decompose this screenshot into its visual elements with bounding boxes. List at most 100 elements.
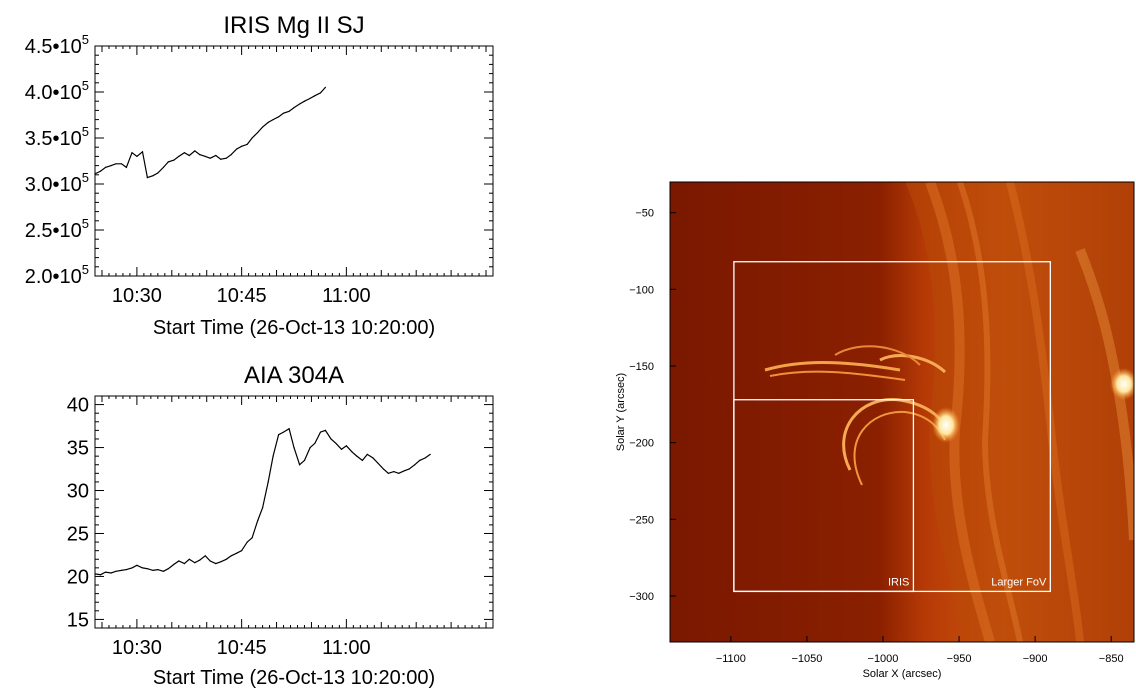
data-point — [188, 154, 190, 157]
data-point — [351, 451, 353, 453]
iris-panel: IRIS Mg II SJ 2.0•105 2.5•105 3.0•105 3.5•1… — [25, 12, 494, 339]
data-point — [167, 568, 169, 570]
data-point — [314, 442, 316, 444]
data-point — [324, 429, 326, 431]
y-tick-label: −50 — [635, 208, 654, 220]
data-point — [183, 152, 185, 154]
data-point — [272, 455, 274, 457]
solar-image — [670, 182, 1134, 642]
data-point — [225, 157, 227, 159]
data-point — [136, 564, 138, 566]
solar-image-panel: IRIS Larger FoV −50 −100 −150 −200 −250 −300 −… — [615, 181, 1135, 680]
y-axis-label: Solar Y (arcsec) — [615, 373, 627, 451]
data-point — [136, 155, 138, 157]
data-point — [220, 561, 222, 563]
x-tick-labels: 10:30 10:45 11:00 — [112, 637, 371, 659]
plot-frame — [94, 395, 494, 629]
data-point — [278, 116, 280, 118]
data-point — [236, 552, 238, 554]
data-point — [230, 555, 232, 557]
data-point — [115, 163, 117, 165]
data-point — [131, 567, 133, 569]
data-point — [356, 455, 358, 457]
data-series — [94, 427, 431, 576]
data-point — [120, 163, 123, 165]
data-point — [115, 570, 117, 572]
x-tick-label: 10:30 — [112, 285, 162, 307]
y-tick-label: −150 — [629, 361, 654, 373]
data-point — [267, 481, 269, 483]
data-point — [110, 165, 112, 167]
y-tick-label: 25 — [67, 523, 89, 545]
y-tick-label: 2.0•105 — [25, 262, 89, 288]
data-point — [141, 151, 144, 153]
data-point — [152, 175, 154, 177]
data-point — [299, 464, 301, 466]
data-point — [398, 472, 400, 474]
fov-box-label: Larger FoV — [991, 576, 1047, 588]
y-tick-labels: 2.0•105 2.5•105 3.0•105 3.5•105 4.0•105 4.5•1… — [25, 32, 89, 288]
data-point — [251, 537, 253, 539]
y-tick-label: −100 — [629, 284, 654, 296]
data-point — [262, 507, 264, 509]
data-point — [104, 166, 107, 168]
data-point — [215, 154, 217, 157]
data-point — [299, 103, 301, 105]
data-point — [278, 434, 280, 436]
data-point — [204, 555, 206, 557]
data-point — [303, 459, 306, 461]
image-frame — [669, 181, 1135, 643]
x-axis-label: Start Time (26-Oct-13 10:20:00) — [153, 317, 435, 339]
data-point — [303, 100, 306, 102]
x-tick-label: −850 — [1099, 653, 1124, 665]
fov-boxes: IRIS Larger FoV — [733, 261, 1051, 593]
data-point — [372, 457, 374, 459]
x-axis-label: Solar X (arcsec) — [863, 668, 942, 680]
x-tick-label: 11:00 — [322, 637, 371, 659]
data-point — [309, 97, 311, 99]
data-point — [414, 464, 416, 466]
data-point — [183, 563, 185, 565]
series-line — [94, 427, 431, 576]
data-point — [225, 558, 227, 560]
data-point — [314, 95, 316, 97]
data-point — [110, 572, 112, 574]
fov-box-label: IRIS — [888, 576, 909, 588]
data-point — [230, 154, 232, 156]
data-point — [215, 563, 217, 565]
data-point — [209, 560, 211, 562]
x-tick-label: 10:30 — [112, 637, 162, 659]
data-point — [104, 571, 107, 573]
axis-ticks — [670, 212, 1112, 642]
data-point — [345, 445, 347, 447]
data-point — [199, 559, 201, 561]
data-point — [246, 541, 248, 543]
data-point — [120, 569, 123, 572]
data-point — [194, 562, 196, 564]
data-point — [262, 126, 264, 128]
data-point — [209, 157, 211, 159]
axis-ticks — [94, 395, 494, 628]
data-point — [387, 472, 389, 474]
y-tick-label: 4.5•105 — [25, 32, 89, 58]
aia-panel: AIA 304A 15 20 25 30 35 40 10:30 10:45 11:00 St… — [67, 362, 494, 689]
x-tick-label: 10:45 — [217, 637, 267, 659]
data-point — [257, 520, 259, 522]
data-point — [94, 573, 96, 575]
data-point — [167, 161, 169, 163]
plot-frame — [94, 45, 494, 277]
data-point — [309, 447, 311, 449]
y-tick-labels: −50 −100 −150 −200 −250 −300 — [629, 208, 654, 603]
data-point — [125, 569, 127, 571]
data-point — [288, 428, 290, 430]
data-point — [162, 166, 164, 168]
x-tick-label: −1100 — [716, 653, 746, 665]
data-point — [282, 112, 285, 114]
data-point — [146, 177, 148, 179]
y-tick-labels: 15 20 25 30 35 40 — [67, 395, 89, 632]
x-tick-labels: 10:30 10:45 11:00 — [112, 285, 371, 307]
data-point — [429, 453, 431, 455]
y-tick-label: −250 — [629, 514, 654, 526]
data-point — [236, 148, 238, 150]
data-point — [319, 431, 322, 433]
